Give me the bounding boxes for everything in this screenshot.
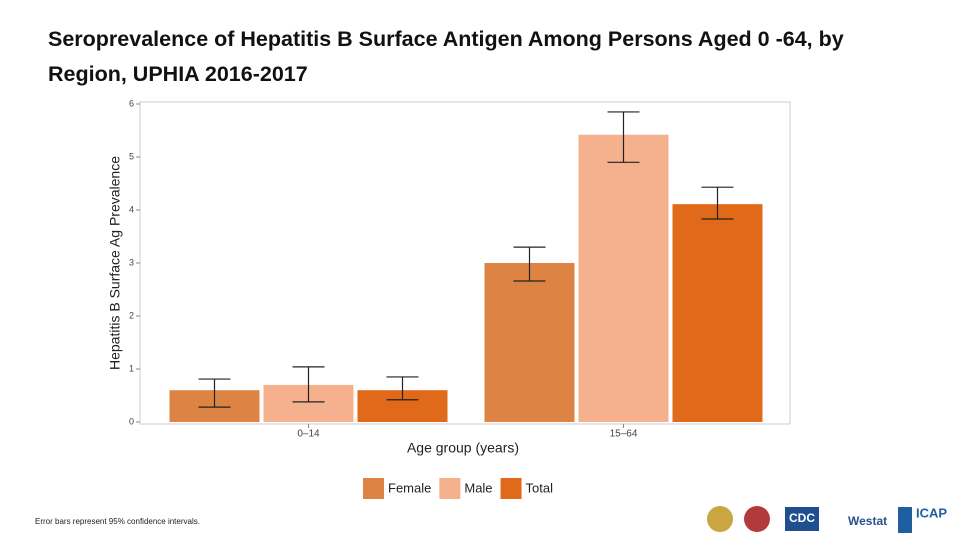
footnote: Error bars represent 95% confidence inte… bbox=[35, 517, 200, 526]
error-bar bbox=[513, 246, 546, 282]
y-tick-label: 1 bbox=[129, 363, 134, 373]
y-tick-label: 4 bbox=[129, 204, 134, 214]
logo-box bbox=[898, 507, 912, 533]
legend-label: Total bbox=[526, 480, 554, 495]
bar bbox=[578, 134, 669, 423]
y-tick-label: 2 bbox=[129, 310, 134, 320]
error-bar bbox=[292, 366, 325, 403]
legend-label: Male bbox=[464, 480, 492, 495]
y-tick-label: 5 bbox=[129, 151, 134, 161]
x-tick-label: 15–64 bbox=[610, 429, 638, 440]
bar bbox=[484, 263, 575, 422]
error-bar bbox=[198, 378, 231, 408]
error-bar bbox=[607, 111, 640, 163]
logo-emblem bbox=[744, 506, 770, 532]
logo-emblem bbox=[707, 506, 733, 532]
legend-swatch bbox=[500, 478, 522, 499]
logo-box bbox=[785, 507, 819, 531]
logo-text: ICAP bbox=[916, 505, 947, 520]
legend-swatch bbox=[439, 478, 461, 499]
error-bar bbox=[701, 186, 734, 220]
y-tick-label: 0 bbox=[129, 416, 134, 426]
bar bbox=[672, 204, 763, 422]
x-axis-label: Age group (years) bbox=[407, 440, 519, 456]
y-axis-label: Hepatitis B Surface Ag Prevalence bbox=[107, 156, 123, 370]
legend-label: Female bbox=[388, 480, 431, 495]
y-tick-label: 3 bbox=[129, 257, 134, 267]
logo-text: CDC bbox=[789, 511, 815, 525]
error-bar bbox=[386, 376, 419, 401]
legend-swatch bbox=[363, 478, 384, 499]
y-tick-label: 6 bbox=[129, 98, 134, 108]
x-tick-label: 0–14 bbox=[297, 429, 320, 440]
logo-text: Westat bbox=[848, 514, 887, 528]
logos: CDC Westat ICAP bbox=[707, 505, 947, 533]
slide-title: Seroprevalence of Hepatitis B Surface An… bbox=[48, 27, 844, 86]
